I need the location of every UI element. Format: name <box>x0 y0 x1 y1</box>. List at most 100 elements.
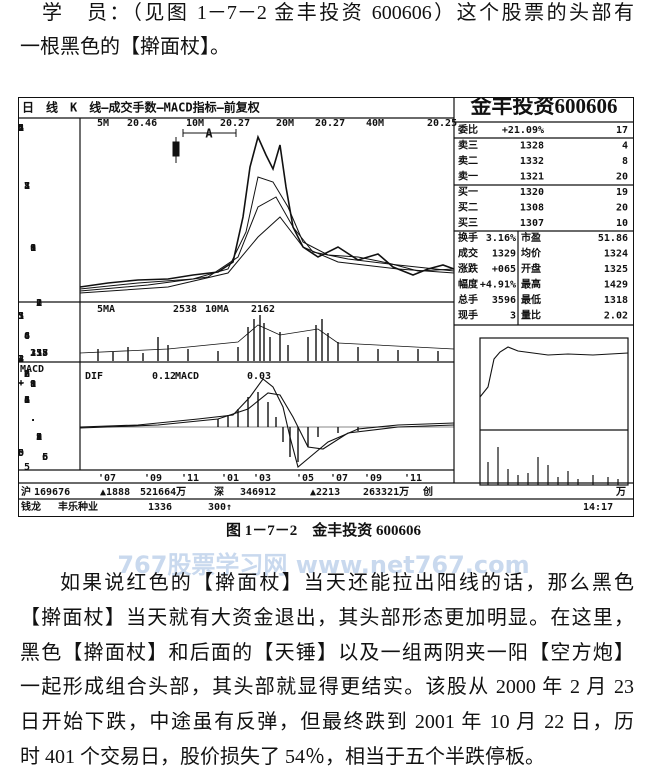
stat-value: 51.86 <box>598 233 628 244</box>
quote-price: +21.09% <box>502 125 544 136</box>
date-label: '01 <box>221 473 239 484</box>
stat-label: 市盈 <box>521 231 541 244</box>
quote-volume: 20 <box>616 203 628 214</box>
date-label: '07 <box>330 473 348 484</box>
market-bar-item: 沪 <box>21 485 31 498</box>
text-line: 黑色【擀面杖】和后面的【天锤】以及一组两阴夹一阳【空方炮】 <box>20 641 634 664</box>
intraday-drawing <box>479 346 629 485</box>
stat-label: 总手 <box>458 293 478 306</box>
stat-label: 量比 <box>521 309 541 322</box>
stat-label: 成交 <box>458 247 478 260</box>
quote-volume: 17 <box>616 125 628 136</box>
stat-label: 最低 <box>521 293 541 306</box>
quote-label: 买三 <box>458 217 478 229</box>
stat-label: 涨跌 <box>458 262 479 275</box>
market-bar-item: 346912 <box>240 487 276 498</box>
ma-legend: 20.46 <box>127 118 157 129</box>
quote-volume: 10 <box>616 218 628 229</box>
status-bar-item: 300↑ <box>208 502 232 513</box>
date-label: '03 <box>253 473 271 484</box>
date-label: '09 <box>144 473 162 484</box>
volume-legend: 2162 <box>251 304 275 315</box>
quote-label: 买二 <box>458 202 478 214</box>
quote-label: 卖三 <box>458 139 478 152</box>
text-line: 一根黑色的【擀面杖】。 <box>20 36 230 58</box>
quote-volume: 8 <box>622 156 628 167</box>
stat-value: +4.91% <box>480 280 516 291</box>
dividers <box>18 97 634 500</box>
stat-label: 开盘 <box>521 262 541 275</box>
stat-value: 1324 <box>604 249 628 260</box>
ma-legend: 20.25 <box>427 118 457 129</box>
market-bar-item: 169676 <box>34 487 70 498</box>
date-label: '07 <box>98 473 116 484</box>
quote-label: 卖二 <box>458 154 478 167</box>
market-bar-item: 521664万 <box>140 486 186 498</box>
macd-legend: 0.12 <box>152 371 176 382</box>
stat-label: 现手 <box>458 309 478 322</box>
stat-value: +065 <box>492 264 516 275</box>
quote-price: 1307 <box>520 218 544 229</box>
stat-label: 换手 <box>458 231 478 244</box>
date-label: '09 <box>364 473 382 484</box>
stat-value: 1329 <box>492 249 516 260</box>
macd-label: MACD <box>20 364 44 375</box>
quote-volume: 20 <box>616 172 628 183</box>
stat-value: 3 <box>510 311 516 322</box>
ma-legend: 40M <box>366 118 384 129</box>
stat-value: 1429 <box>604 280 628 291</box>
text-line: 日开始下跌，中途虽有反弹，但最终跌到 2001 年 10 月 22 日，历 <box>20 711 634 734</box>
date-label: '11 <box>404 473 422 484</box>
quote-price: 1320 <box>520 187 544 198</box>
stat-value: 2.02 <box>604 311 628 322</box>
macd-drawing <box>79 378 455 468</box>
stock-title: 金丰投资600606 <box>470 97 618 118</box>
text-line: 如果说红色的【擀面杖】当天还能拉出阳线的话，那么黑色 <box>60 572 634 594</box>
date-label: '05 <box>296 473 314 484</box>
quote-price: 1332 <box>520 156 544 167</box>
status-bar-item: 1336 <box>148 502 172 513</box>
ma-legend: 5M <box>97 118 109 129</box>
market-bar-item: 万 <box>615 486 626 498</box>
text-line: 一起形成组合头部，其头部就显得更结实。该股从 2000 年 2 月 23 <box>20 676 634 699</box>
macd-legend: 0.03 <box>247 371 271 382</box>
volume-legend: 5MA <box>97 304 115 315</box>
quote-price: 1328 <box>520 141 544 152</box>
stat-label: 幅度 <box>458 278 479 291</box>
quote-price: 1308 <box>520 203 544 214</box>
volume-legend: 2538 <box>173 304 197 315</box>
stat-value: 3596 <box>492 295 516 306</box>
status-bar-item: 钱龙 <box>21 500 41 513</box>
price-drawing <box>79 129 455 294</box>
market-bar-item: 创 <box>422 485 433 498</box>
date-label: '11 <box>181 473 199 484</box>
stat-value: 1325 <box>604 264 628 275</box>
status-bar-item: 14:17 <box>583 502 613 513</box>
ma-legend: 10M <box>186 118 204 129</box>
stat-value: 3.16% <box>486 233 516 244</box>
market-bar-item: 263321万 <box>363 486 409 498</box>
quote-volume: 4 <box>622 141 628 152</box>
figure-caption: 图 1－7－2 金丰投资 600606 <box>225 523 421 539</box>
chart-title: 日 线 K 线—成交手数—MACD指标—前复权 <box>22 100 261 115</box>
text-line: 【擀面杖】当天就有大资金退出，其头部形态更加明显。在这里， <box>20 606 634 629</box>
macd-legend: MACD <box>175 371 199 382</box>
quote-volume: 19 <box>616 187 628 198</box>
quote-label: 卖一 <box>458 170 478 183</box>
status-bar-item: 丰乐种业 <box>58 500 98 513</box>
quote-label: 买一 <box>458 186 478 198</box>
ma-legend: 20M <box>276 118 294 129</box>
quote-price: 1321 <box>520 172 544 183</box>
annotation: A <box>205 127 213 141</box>
watermark: 767股票学习网 www.net767.com <box>117 551 530 579</box>
quote-label: 委比 <box>457 123 478 136</box>
macd-legend: DIF <box>85 371 103 382</box>
stock-chart: 日 线 K 线—成交手数—MACD指标—前复权 金丰投资600606 A MACD 5M… <box>18 97 634 517</box>
volume-drawing <box>79 315 455 361</box>
stat-value: 1318 <box>604 295 628 306</box>
market-bar-item: ▲2213 <box>310 487 340 498</box>
ma-legend: 20.27 <box>220 118 250 129</box>
market-bar-item: 深 <box>214 485 224 498</box>
ma-legend: 20.27 <box>315 118 345 129</box>
